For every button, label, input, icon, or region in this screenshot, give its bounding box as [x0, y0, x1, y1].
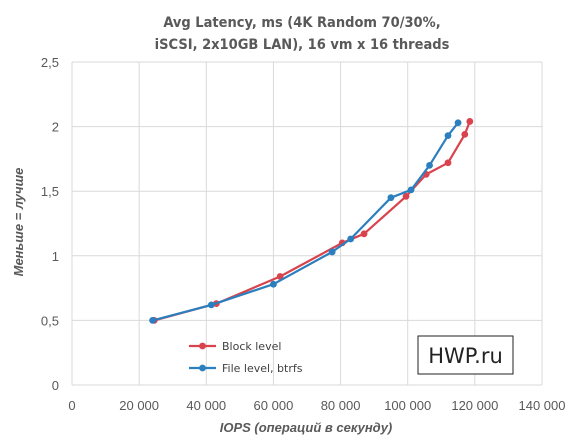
y-axis-title: Меньше = лучше [11, 168, 26, 277]
y-tick-label: 0 [52, 378, 59, 393]
chart-title-line-1: Avg Latency, ms (4K Random 70/30%, [163, 15, 440, 31]
legend-marker-block-level [199, 342, 206, 350]
legend-marker-file-level [199, 364, 206, 372]
x-tick-label: 60 000 [254, 398, 294, 413]
grid [71, 61, 543, 386]
data-point-file-level-btrfs [270, 280, 277, 288]
y-tick-label: 2,5 [41, 55, 59, 70]
data-point-block-level [466, 118, 474, 125]
data-point-file-level-btrfs [444, 132, 452, 140]
x-tick-label: 80 000 [321, 398, 361, 413]
y-tick-labels: 0 0,5 1 1,5 2 2,5 [41, 55, 59, 393]
data-point-file-level-btrfs [347, 235, 355, 243]
series-line-block-level [154, 121, 471, 322]
data-point-block-level [444, 159, 452, 167]
y-tick-label: 1,5 [41, 184, 59, 199]
legend-item-file-level: File level, btrfs [189, 362, 303, 375]
data-point-block-level [276, 273, 284, 280]
x-tick-labels: 0 20 000 40 000 60 000 80 000 100 000 120 000 1… [68, 398, 565, 413]
legend-item-block-level: Block level [189, 340, 281, 353]
x-tick-label: 0 [68, 398, 75, 413]
legend-label-block-level: Block level [222, 340, 281, 353]
series-line-file-level-btrfs [152, 122, 459, 322]
x-tick-label: 40 000 [186, 398, 226, 413]
data-point-block-level [461, 130, 469, 138]
data-point-block-level [360, 230, 368, 238]
x-tick-label: 20 000 [119, 398, 159, 413]
legend-label-file-level: File level, btrfs [222, 362, 303, 375]
data-point-file-level-btrfs [149, 317, 156, 324]
legend: Block level File level, btrfs [189, 340, 303, 375]
x-tick-label: 120 000 [451, 398, 498, 413]
series-group [149, 118, 474, 324]
data-point-block-level [402, 192, 410, 200]
data-point-file-level-btrfs [328, 248, 336, 256]
data-point-file-level-btrfs [207, 301, 215, 309]
watermark: HWP.ru [417, 335, 514, 375]
data-point-file-level-btrfs [407, 186, 415, 194]
y-tick-label: 1 [52, 249, 59, 264]
data-point-file-level-btrfs [454, 119, 462, 127]
x-axis-title: IOPS (операций в секунду) [220, 420, 393, 435]
data-point-file-level-btrfs [387, 194, 395, 202]
x-tick-label: 100 000 [384, 398, 431, 413]
y-tick-label: 2 [52, 120, 59, 135]
chart-title-line-2: iSCSI, 2x10GB LAN), 16 vm x 16 threads [155, 37, 450, 53]
y-tick-label: 0,5 [41, 313, 59, 328]
x-tick-label: 140 000 [519, 398, 566, 413]
watermark-box [417, 335, 514, 375]
watermark-text: HWP.ru [428, 344, 503, 368]
data-point-file-level-btrfs [426, 161, 433, 169]
